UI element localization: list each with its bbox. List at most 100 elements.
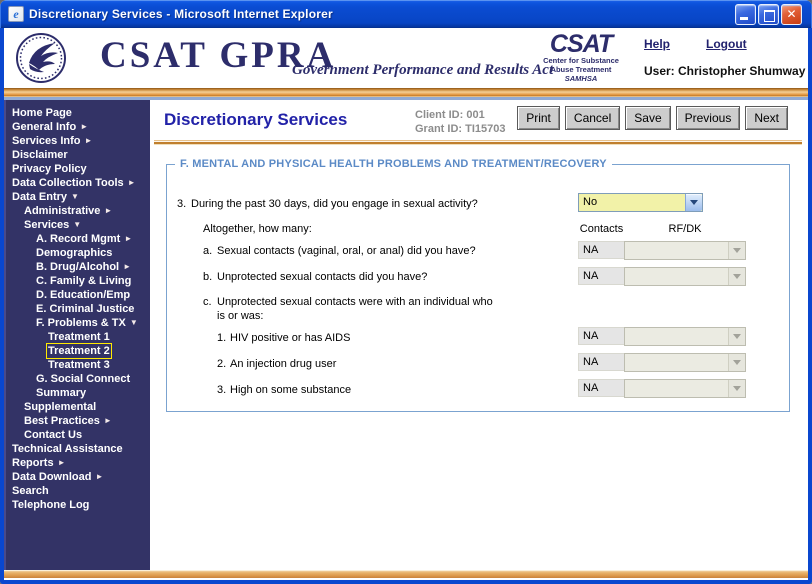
logout-link[interactable]: Logout <box>706 37 747 51</box>
expand-right-icon: ► <box>57 458 66 467</box>
rfdk-b-select <box>624 267 746 286</box>
grant-id: Grant ID: TI15703 <box>415 123 506 135</box>
sidebar-item-a-record-mgmt[interactable]: A. Record Mgmt ► <box>36 233 133 245</box>
contacts-c1-input: NA <box>578 327 625 345</box>
main-panel: Discretionary Services Client ID: 001 Gr… <box>150 100 808 570</box>
help-link[interactable]: Help <box>644 37 671 51</box>
chevron-down-icon <box>728 328 745 345</box>
sidebar-item-search[interactable]: Search <box>12 485 49 497</box>
print-button[interactable]: Print <box>517 106 560 130</box>
sidebar-item-privacy-policy[interactable]: Privacy Policy <box>12 163 87 175</box>
contacts-a-input: NA <box>578 241 625 259</box>
expand-right-icon: ► <box>84 136 93 145</box>
page-content: CSAT GPRA Government Performance and Res… <box>4 28 808 580</box>
internet-explorer-icon <box>8 6 24 22</box>
expand-right-icon: ► <box>95 472 104 481</box>
expand-right-icon: ► <box>127 178 136 187</box>
rfdk-c2-select <box>624 353 746 372</box>
previous-button[interactable]: Previous <box>675 106 741 130</box>
footer-orange-stripe <box>4 570 808 578</box>
chevron-down-icon <box>728 380 745 397</box>
minimize-button[interactable] <box>735 4 756 25</box>
sidebar-item-d-education-emp[interactable]: D. Education/Emp <box>36 289 131 301</box>
close-button[interactable] <box>781 4 802 25</box>
window-frame: CSAT GPRA Government Performance and Res… <box>0 28 812 584</box>
rfdk-c3-select <box>624 379 746 398</box>
section-f-fieldset: F. MENTAL AND PHYSICAL HEALTH PROBLEMS A… <box>166 157 790 412</box>
chevron-down-icon <box>728 354 745 371</box>
chevron-down-icon <box>728 268 745 285</box>
sexual-activity-select[interactable]: No <box>578 193 703 212</box>
sidebar-item-g-social-connect[interactable]: G. Social Connect <box>36 373 131 385</box>
action-toolbar: Print Cancel Save Previous Next <box>517 106 788 130</box>
sidebar-item-b-drug-alcohol[interactable]: B. Drug/Alcohol ► <box>36 261 132 273</box>
sidebar-item-treatment-1[interactable]: Treatment 1 <box>48 331 110 343</box>
sidebar-item-telephone-log[interactable]: Telephone Log <box>12 499 90 511</box>
app-header: CSAT GPRA Government Performance and Res… <box>4 28 808 88</box>
expand-right-icon: ► <box>124 234 133 243</box>
question-c3-label: 3. High on some substance <box>217 384 352 396</box>
expand-down-icon: ▼ <box>73 220 82 229</box>
window-titlebar[interactable]: Discretionary Services - Microsoft Inter… <box>0 0 812 28</box>
csat-logo-line2: Abuse Treatment <box>550 65 612 74</box>
expand-right-icon: ► <box>123 262 132 271</box>
expand-right-icon: ► <box>80 122 89 131</box>
csat-logo-title: CSAT <box>549 30 613 58</box>
question-c-label: c. Unprotected sexual contacts were with … <box>203 296 493 308</box>
sidebar-item-home-page[interactable]: Home Page <box>12 107 72 119</box>
question-a-label: a. Sexual contacts (vaginal, oral, or ana… <box>203 245 476 257</box>
question-c2-label: 2. An injection drug user <box>217 358 337 370</box>
sidebar-item-demographics[interactable]: Demographics <box>36 247 113 259</box>
brand-wordmark: CSAT GPRA <box>100 35 337 76</box>
expand-down-icon: ▼ <box>71 192 79 201</box>
sidebar-item-c-family-living[interactable]: C. Family & Living <box>36 275 132 287</box>
chevron-down-icon <box>728 242 745 259</box>
sidebar-item-reports[interactable]: Reports ► <box>12 457 66 469</box>
sidebar-item-treatment-2[interactable]: Treatment 2 <box>46 343 112 359</box>
contacts-b-input: NA <box>578 267 625 285</box>
cancel-button[interactable]: Cancel <box>564 106 621 130</box>
rfdk-c1-select <box>624 327 746 346</box>
save-button[interactable]: Save <box>625 106 671 130</box>
sidebar-item-data-collection-tools[interactable]: Data Collection Tools ► <box>12 177 136 189</box>
sidebar-item-e-criminal-justice[interactable]: E. Criminal Justice <box>36 303 135 315</box>
sidebar-item-services[interactable]: Services ▼ <box>24 219 82 231</box>
maximize-button[interactable] <box>758 4 779 25</box>
section-f-legend: F. MENTAL AND PHYSICAL HEALTH PROBLEMS A… <box>175 157 612 172</box>
question-c1-label: 1. HIV positive or has AIDS <box>217 332 351 344</box>
sidebar-item-data-entry[interactable]: Data Entry ▼ <box>12 191 79 203</box>
rfdk-a-select <box>624 241 746 260</box>
question-c-label-line2: is or was: <box>217 310 264 322</box>
sidebar-item-best-practices[interactable]: Best Practices ► <box>24 415 112 427</box>
sidebar-item-technical-assistance[interactable]: Technical Assistance <box>12 443 123 455</box>
sidebar-item-f-problems-tx[interactable]: F. Problems & TX ▼ <box>36 317 138 329</box>
hhs-eagle-logo <box>16 33 66 83</box>
rfdk-column-header: RF/DK <box>668 223 702 235</box>
sidebar-nav: Home Page General Info ► Services Info ► D… <box>4 100 150 570</box>
csat-logo-samhsa: SAMHSA <box>564 74 598 83</box>
page-title: Discretionary Services <box>164 110 348 129</box>
sidebar-item-administrative[interactable]: Administrative ► <box>24 205 113 217</box>
sidebar-item-contact-us[interactable]: Contact Us <box>24 429 83 441</box>
header-orange-stripe <box>4 88 808 97</box>
chevron-down-icon[interactable] <box>685 194 702 211</box>
sidebar-item-services-info[interactable]: Services Info ► <box>12 135 93 147</box>
sidebar-item-general-info[interactable]: General Info ► <box>12 121 89 133</box>
sidebar-item-summary[interactable]: Summary <box>36 387 87 399</box>
question-3-label: 3. During the past 30 days, did you engag… <box>177 198 478 210</box>
sidebar-item-supplemental[interactable]: Supplemental <box>24 401 97 413</box>
expand-right-icon: ► <box>103 416 112 425</box>
sidebar-item-disclaimer[interactable]: Disclaimer <box>12 149 68 161</box>
csat-logo-line1: Center for Substance <box>543 56 619 65</box>
header-blue-rule <box>4 97 808 100</box>
contacts-column-header: Contacts <box>579 223 624 235</box>
client-id: Client ID: 001 <box>415 109 485 121</box>
sidebar-item-treatment-3[interactable]: Treatment 3 <box>48 359 110 371</box>
title-divider-rule <box>154 140 802 145</box>
contacts-c2-input: NA <box>578 353 625 371</box>
next-button[interactable]: Next <box>745 106 788 130</box>
expand-right-icon: ► <box>104 206 113 215</box>
brand-subtitle: Government Performance and Results Act <box>292 62 554 78</box>
sidebar-item-data-download[interactable]: Data Download ► <box>12 471 104 483</box>
